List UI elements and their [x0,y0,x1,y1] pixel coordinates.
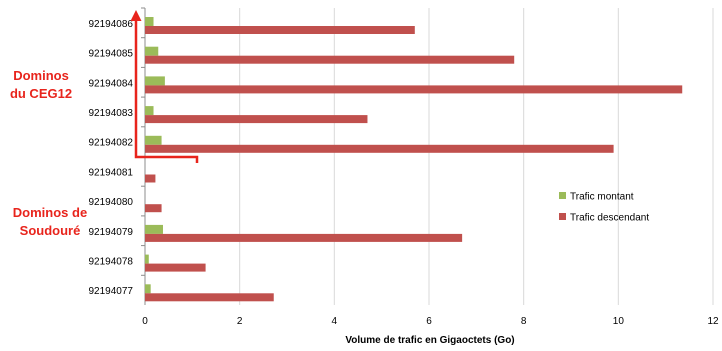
bracket-line [134,17,199,163]
group-label-ceg12-line2: du CEG12 [9,86,73,101]
bar-descendant [145,85,683,94]
category-label: 92194082 [89,138,134,149]
bracket-arrowhead [130,10,142,21]
x-tick-label: 8 [521,316,527,327]
x-tick-label: 6 [426,316,432,327]
bar-descendant [145,204,162,213]
category-label: 92194085 [89,49,134,60]
bar-descendant [145,233,463,242]
group-label-soudoure-line2: Soudouré [19,223,81,238]
group-label-ceg12-line1: Dominos [13,68,69,83]
bar-descendant [145,115,368,124]
x-tick-label: 12 [707,316,719,327]
category-label: 92194084 [89,78,134,89]
bar-descendant [145,26,415,34]
x-tick-label: 4 [332,316,338,327]
category-label: 92194078 [89,256,134,267]
ceg12-bracket-arrow [130,10,199,163]
bar-montant [145,17,154,26]
gridlines [141,7,714,305]
legend-swatch-descendant [559,213,566,220]
group-label-soudoure: Dominos de Soudouré [2,204,98,240]
bar-descendant [145,293,274,302]
bar-montant [145,46,159,56]
x-tick-labels: 0 2 4 6 8 10 12 [142,316,719,327]
bar-descendant [145,55,515,64]
category-label: 92194086 [89,19,134,30]
x-axis-label: Volume de trafic en Gigaoctets (Go) [345,335,514,346]
group-label-ceg12: Dominos du CEG12 [4,67,78,103]
bar-montant [145,254,149,264]
legend-label-montant: Trafic montant [570,192,634,203]
legend: Trafic montant Trafic descendant [559,192,649,224]
bar-descendant [145,174,156,183]
bar-descendant [145,263,206,272]
bars [145,17,683,302]
category-label: 92194077 [89,286,134,297]
bar-montant [145,284,151,294]
category-label: 92194080 [89,197,134,208]
legend-label-descendant: Trafic descendant [570,213,649,224]
bar-montant [145,224,163,234]
legend-swatch-montant [559,192,566,199]
category-labels: 92194086 92194085 92194084 92194083 92194082… [89,19,134,297]
x-tick-label: 2 [237,316,243,327]
bar-montant [145,106,154,116]
x-tick-label: 10 [613,316,625,327]
bar-descendant [145,144,614,153]
category-label: 92194079 [89,227,134,238]
bar-montant [145,135,162,145]
group-label-soudoure-line1: Dominos de [12,205,88,220]
category-label: 92194083 [89,108,134,119]
x-tick-label: 0 [142,316,148,327]
bar-montant [145,76,165,86]
category-label: 92194081 [89,167,134,178]
